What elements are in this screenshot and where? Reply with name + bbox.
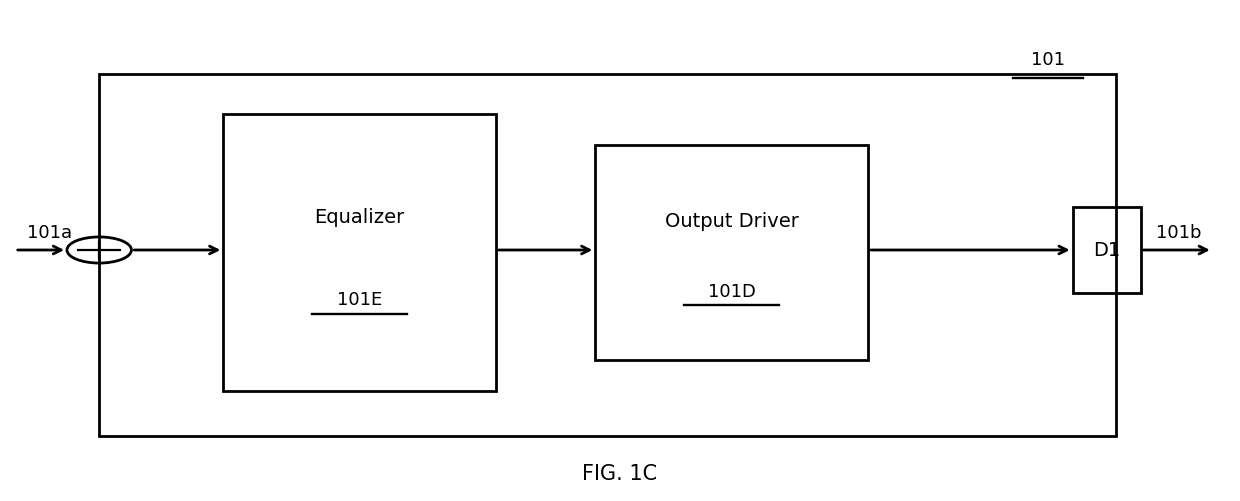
Text: 101D: 101D (708, 283, 755, 301)
Text: 101: 101 (1030, 51, 1065, 69)
Text: FIG. 1C: FIG. 1C (583, 463, 657, 483)
Text: Equalizer: Equalizer (315, 208, 404, 226)
Text: 101b: 101b (1156, 224, 1202, 242)
Bar (223, 115, 496, 391)
Text: D1: D1 (1094, 241, 1120, 260)
Bar (99, 75, 1116, 436)
Bar (1073, 208, 1141, 293)
Text: 101E: 101E (337, 291, 382, 309)
Text: 101a: 101a (27, 224, 72, 242)
Bar (595, 145, 868, 361)
Text: Output Driver: Output Driver (665, 211, 799, 230)
